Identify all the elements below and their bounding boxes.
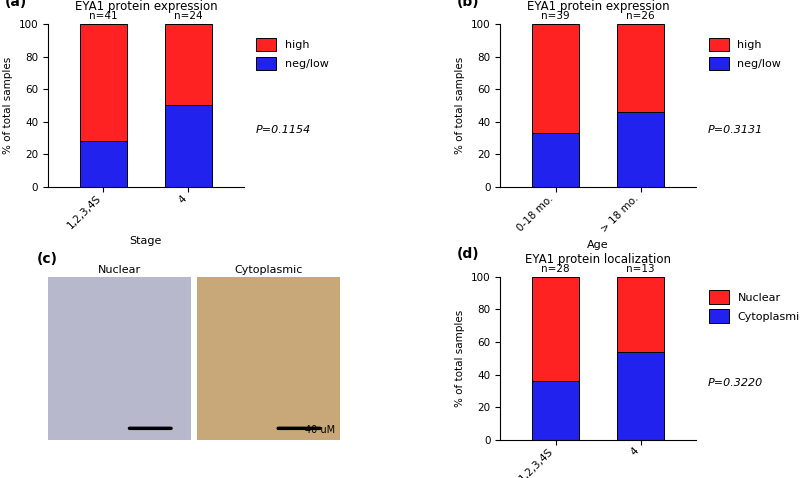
Text: n=28: n=28 bbox=[542, 264, 570, 274]
Bar bbox=[618, 352, 664, 440]
Legend: high, neg/low: high, neg/low bbox=[709, 38, 782, 70]
Bar bbox=[165, 106, 212, 187]
Text: n=41: n=41 bbox=[89, 11, 118, 22]
Bar bbox=[532, 24, 579, 133]
Legend: high, neg/low: high, neg/low bbox=[256, 38, 329, 70]
Title: Cytoplasmic: Cytoplasmic bbox=[234, 264, 302, 274]
Text: P=0.3220: P=0.3220 bbox=[707, 378, 762, 388]
X-axis label: Stage: Stage bbox=[130, 237, 162, 247]
Text: (c): (c) bbox=[37, 252, 58, 266]
X-axis label: Age: Age bbox=[587, 240, 609, 250]
Title: EYA1 protein expression: EYA1 protein expression bbox=[526, 0, 670, 13]
Title: EYA1 protein expression: EYA1 protein expression bbox=[74, 0, 217, 13]
Legend: Nuclear, Cytoplasmic: Nuclear, Cytoplasmic bbox=[709, 291, 800, 323]
Text: 40 uM: 40 uM bbox=[306, 425, 335, 435]
Text: P=0.1154: P=0.1154 bbox=[255, 125, 310, 135]
Bar bbox=[532, 133, 579, 187]
Text: (b): (b) bbox=[457, 0, 480, 9]
Title: Nuclear: Nuclear bbox=[98, 264, 141, 274]
Text: (d): (d) bbox=[457, 247, 480, 261]
Bar bbox=[618, 112, 664, 187]
Y-axis label: % of total samples: % of total samples bbox=[455, 57, 466, 154]
Bar bbox=[80, 141, 126, 187]
Bar bbox=[618, 277, 664, 352]
Text: n=26: n=26 bbox=[626, 11, 655, 22]
Text: n=39: n=39 bbox=[542, 11, 570, 22]
Bar bbox=[165, 24, 212, 106]
Bar bbox=[618, 24, 664, 112]
Y-axis label: % of total samples: % of total samples bbox=[3, 57, 13, 154]
Bar bbox=[80, 24, 126, 141]
Y-axis label: % of total samples: % of total samples bbox=[455, 310, 466, 407]
Bar bbox=[532, 381, 579, 440]
Text: (a): (a) bbox=[5, 0, 27, 9]
Text: n=13: n=13 bbox=[626, 264, 655, 274]
Text: P=0.3131: P=0.3131 bbox=[707, 125, 762, 135]
Text: n=24: n=24 bbox=[174, 11, 202, 22]
Bar bbox=[532, 277, 579, 381]
Title: EYA1 protein localization: EYA1 protein localization bbox=[525, 253, 671, 266]
